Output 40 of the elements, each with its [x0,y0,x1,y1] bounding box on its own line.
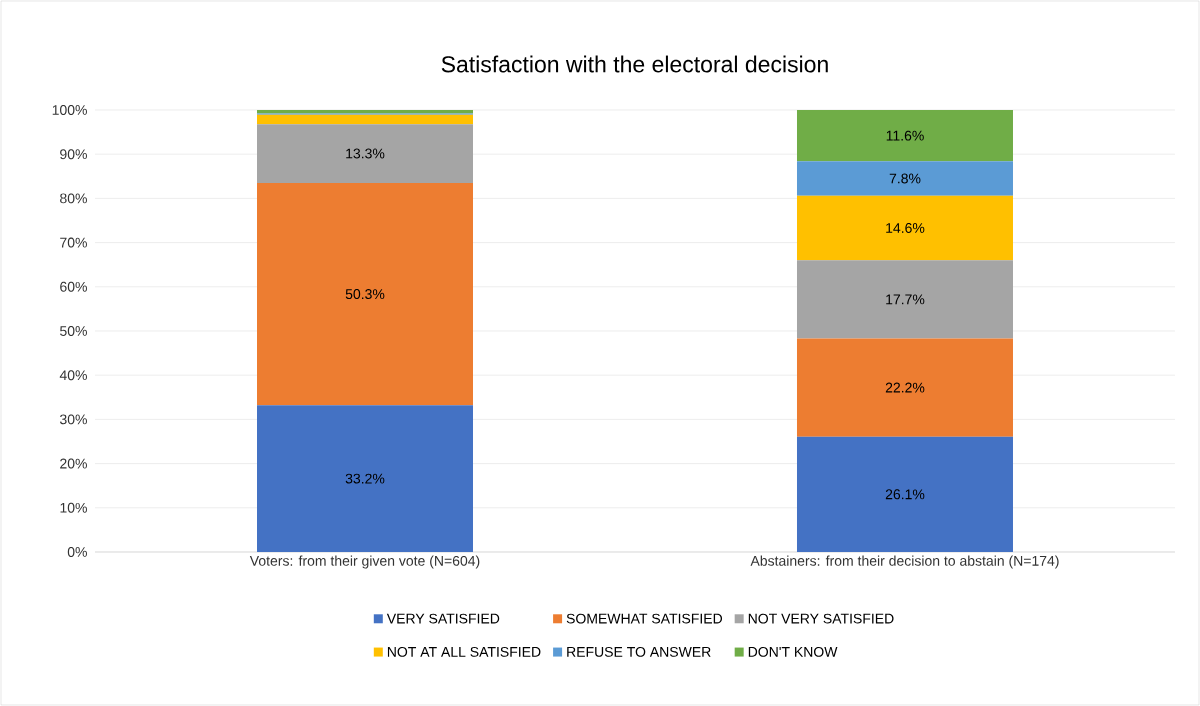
bar [796,161,1013,196]
data-label: 11.6% [886,130,924,141]
y-tick-label: 40% [59,370,87,381]
y-tick-label: 100% [52,105,87,115]
legend-label: SOMEWHAT SATISFIED [566,613,723,624]
y-tick-label: 50% [60,326,87,336]
bar [257,124,473,183]
data-label: 7.8% [889,173,921,184]
bar [257,182,473,406]
bar [257,114,473,125]
data-label: 17.7% [886,294,925,305]
legend-label: VERY SATISFIED [386,613,500,624]
y-tick-label: 90% [60,149,87,160]
y-tick-label: 20% [60,458,87,469]
bar [796,195,1013,261]
y-tick-label: 10% [60,502,87,513]
chart-title: Satisfaction with the electoral decision [441,55,828,73]
legend-label: DON'T KNOW [748,646,838,657]
y-tick-label: 0% [67,547,87,557]
data-label: 14.6% [886,223,925,233]
y-tick-label: 70% [60,237,87,248]
x-tick-label: Voters: from their given vote (N=604) [249,555,480,569]
y-tick-label: 30% [59,414,87,425]
data-label: 22.2% [885,382,925,393]
y-tick-label: 80% [60,193,87,204]
data-label: 26.1% [885,489,925,500]
data-label: 13.3% [346,148,385,159]
x-tick-label: Abstainers: from their decision to abstain (N=174) [750,555,1059,569]
bar [257,405,473,552]
bar [796,260,1013,339]
bar [257,109,473,114]
data-label: 33.2% [345,473,385,484]
y-tick-label: 60% [60,281,87,292]
bar [796,338,1013,437]
bar [796,109,1013,162]
bar [796,436,1013,552]
legend-label: NOT VERY SATISFIED [748,613,894,624]
data-label: 50.3% [345,289,385,300]
legend-label: REFUSE TO ANSWER [567,646,711,657]
legend-label: NOT AT ALL SATISFIED [387,646,541,657]
